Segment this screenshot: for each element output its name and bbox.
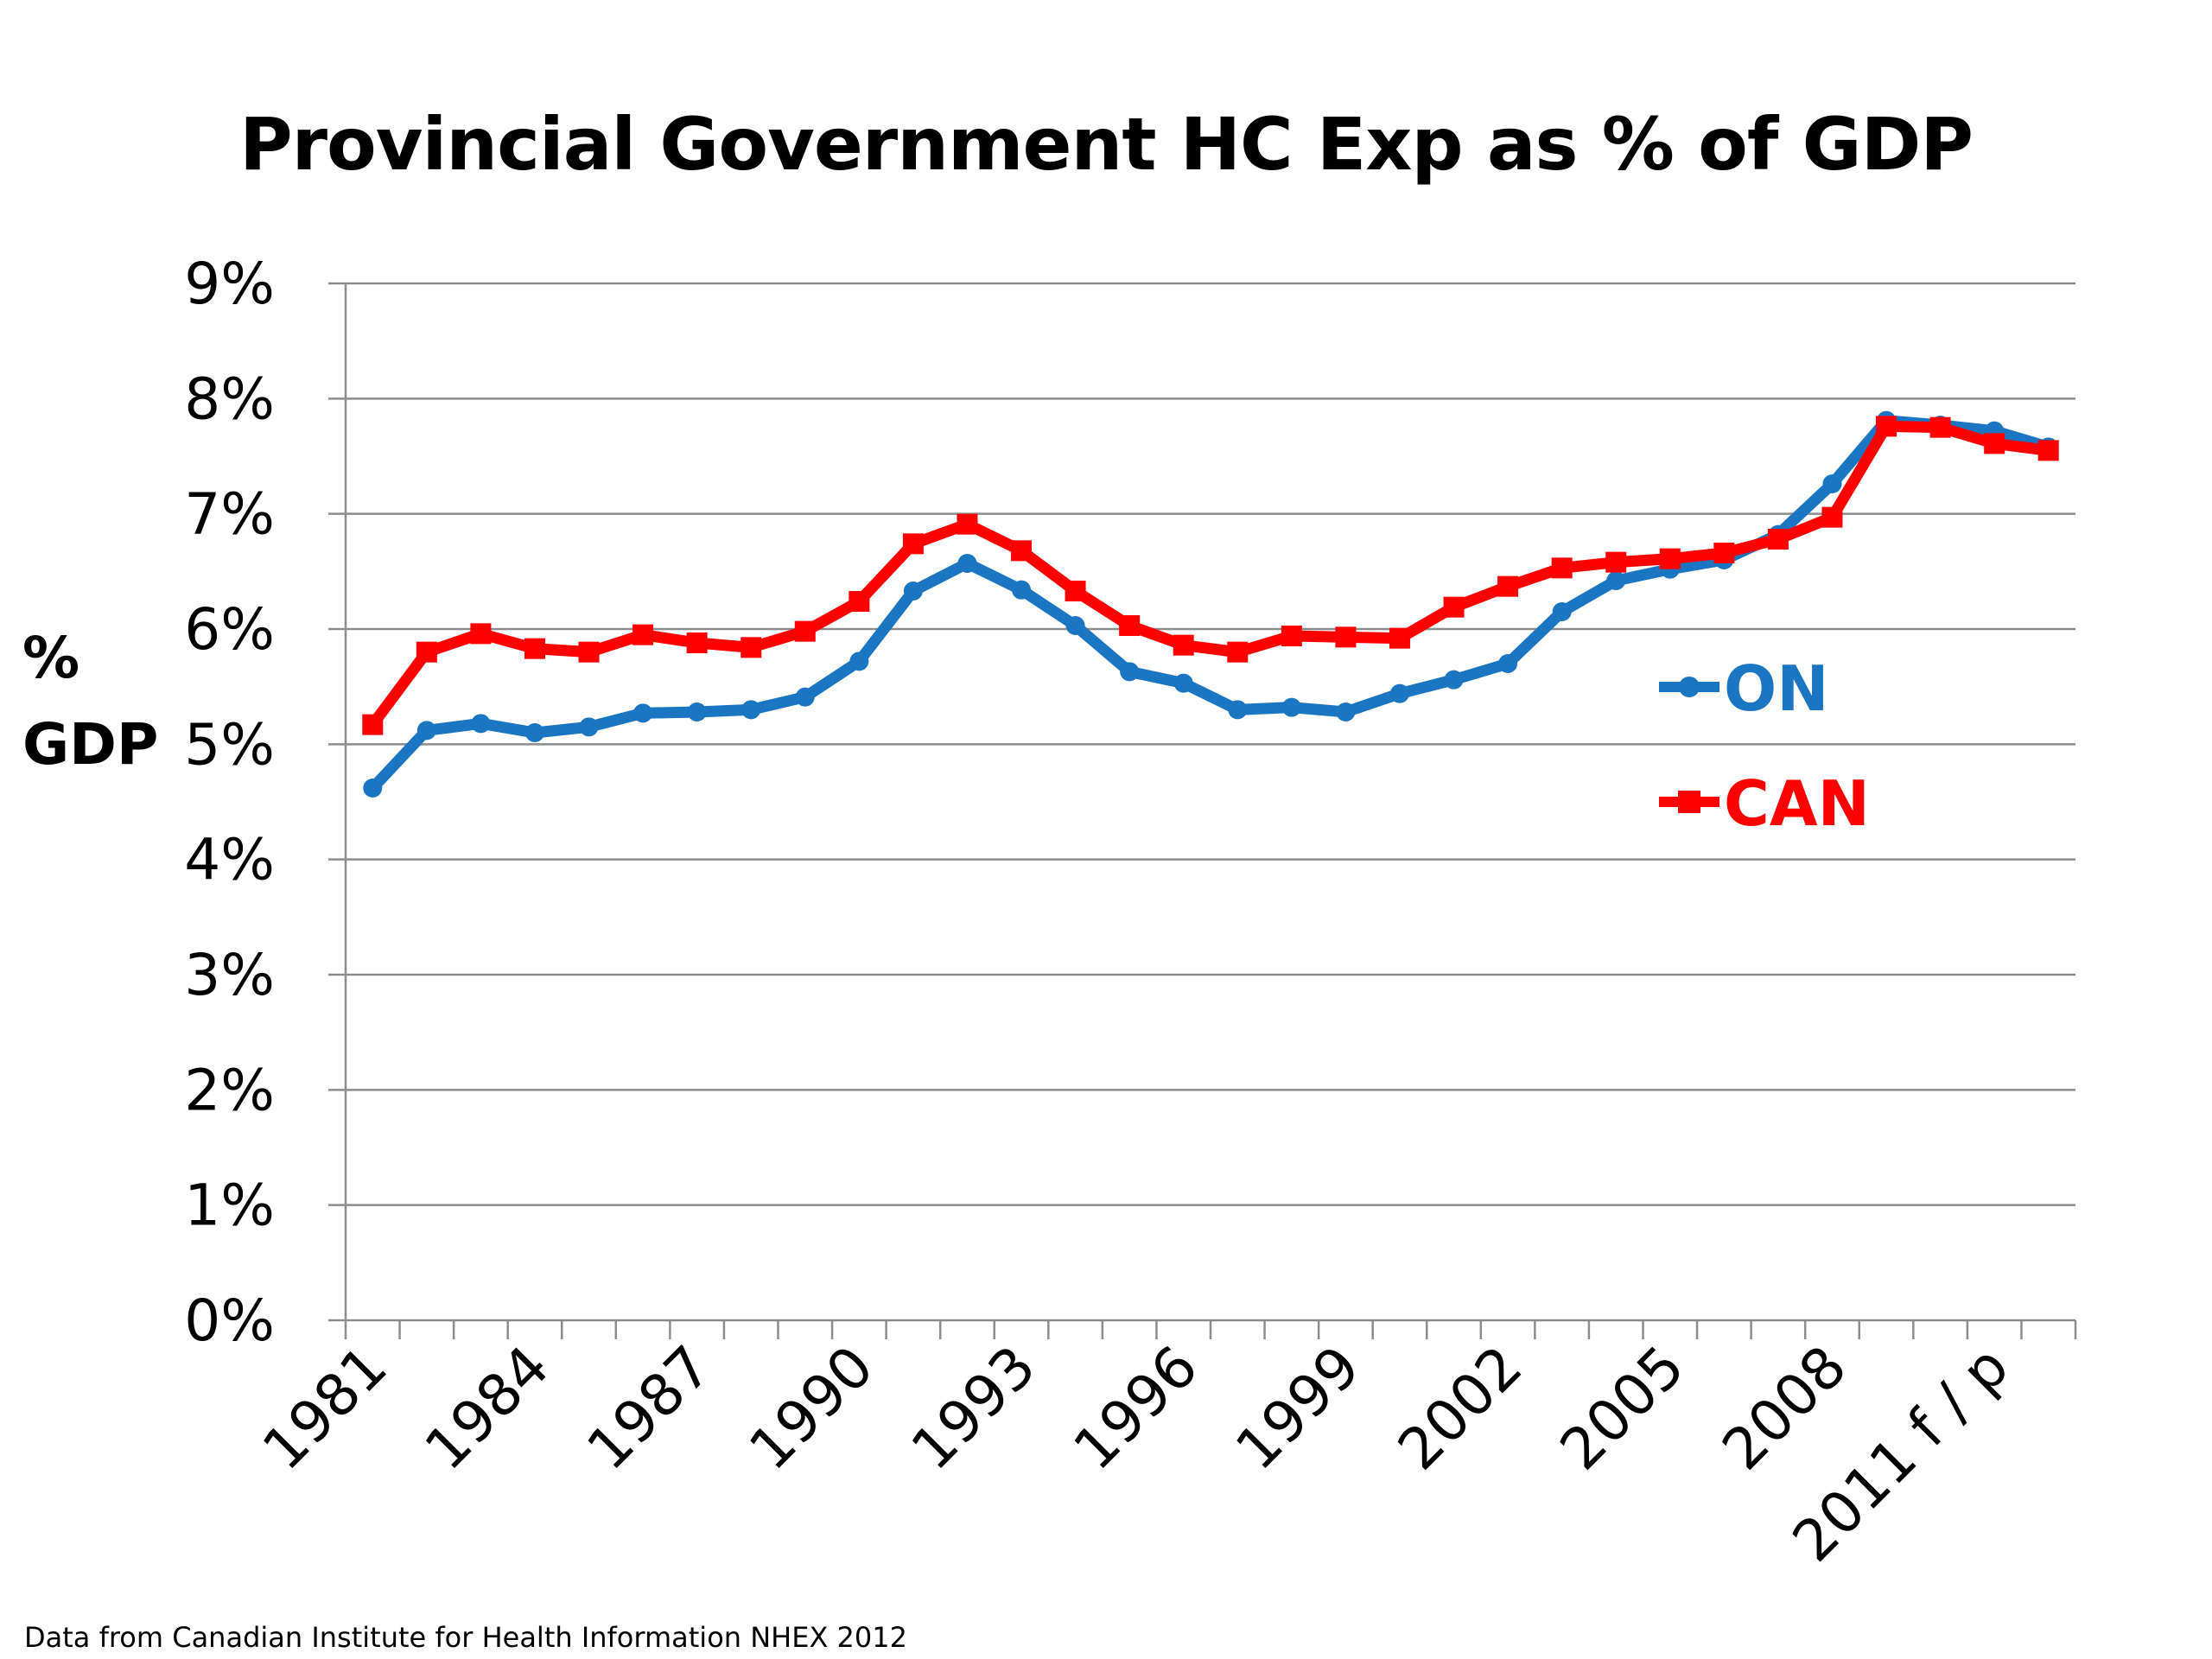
data-point	[741, 700, 761, 720]
series-line-on	[366, 415, 2055, 794]
data-point	[957, 513, 978, 535]
data-point	[416, 641, 437, 663]
data-point	[794, 620, 816, 642]
data-point	[1173, 634, 1194, 656]
data-point	[795, 687, 815, 707]
data-point	[363, 779, 383, 798]
data-point	[849, 652, 869, 671]
data-point	[1228, 700, 1248, 720]
legend-item-on: ON	[1659, 652, 1828, 725]
legend-marker	[1679, 677, 1700, 697]
x-tick-label: 1984	[412, 1333, 562, 1483]
series-can	[362, 416, 2059, 735]
data-point	[1065, 581, 1086, 601]
data-point	[1389, 627, 1410, 649]
data-point	[1444, 670, 1464, 690]
data-point	[1606, 571, 1626, 590]
data-point	[1227, 641, 1249, 663]
data-point	[1984, 433, 2005, 454]
y-tick-label: 4%	[184, 827, 275, 893]
y-tick-label: 6%	[184, 596, 275, 663]
data-point	[1389, 683, 1409, 703]
y-tick-label: 9%	[184, 251, 275, 317]
data-point	[1497, 575, 1519, 597]
x-tick-label: 1981	[250, 1333, 399, 1483]
y-tick-labels: 0% 1% 2% 3% 4% 5% 6% 7% 8% 9%	[184, 251, 275, 1354]
x-tick-label: 2005	[1548, 1333, 1697, 1483]
series-on	[363, 410, 2058, 798]
data-point	[1336, 702, 1356, 721]
x-tick-label: 2002	[1385, 1333, 1535, 1483]
y-tick-label: 2%	[184, 1057, 275, 1123]
data-point	[633, 703, 653, 723]
data-point	[1821, 506, 1843, 528]
data-point	[1065, 616, 1085, 635]
data-point	[1605, 551, 1627, 573]
data-point	[2037, 440, 2059, 461]
x-tick-label: 2008	[1710, 1333, 1859, 1483]
data-point	[1659, 548, 1681, 569]
data-point	[1173, 673, 1193, 693]
legend-item-can: CAN	[1659, 767, 1870, 840]
data-point	[1443, 596, 1465, 618]
x-tick-labels: 1981 1984 1987 1990 1993 1996 1999 2002 2005 2008…	[250, 1333, 2021, 1575]
series	[362, 410, 2059, 798]
y-tick-label: 3%	[184, 942, 275, 1008]
data-point	[1929, 416, 1951, 438]
data-point	[1713, 543, 1735, 563]
data-point	[902, 533, 924, 555]
y-tick-label: 5%	[184, 711, 275, 778]
data-point	[686, 632, 708, 653]
data-point	[578, 641, 600, 663]
source-note: Data from Canadian Institute for Health …	[24, 1621, 907, 1654]
x-tick-label: 1996	[1061, 1333, 1211, 1483]
data-point	[1281, 697, 1301, 717]
y-axis-label-line-2: GDP	[22, 711, 159, 778]
data-point	[1012, 580, 1032, 600]
data-point	[849, 591, 870, 612]
data-point	[957, 554, 977, 573]
data-point	[1552, 602, 1572, 621]
data-point	[362, 714, 384, 735]
data-point	[1876, 416, 1897, 437]
data-point	[1822, 474, 1842, 493]
data-point	[687, 702, 707, 721]
data-point	[741, 637, 762, 658]
y-tick-label: 1%	[184, 1173, 275, 1239]
data-point	[1119, 615, 1141, 636]
y-tick-label: 0%	[184, 1287, 275, 1354]
y-tick-label: 7%	[184, 481, 275, 548]
gridlines	[346, 282, 2075, 1206]
data-point	[579, 717, 599, 737]
x-tick-label: 1993	[899, 1333, 1048, 1483]
data-point	[1011, 540, 1033, 562]
data-point	[470, 623, 492, 645]
legend-marker	[1678, 791, 1700, 813]
data-point	[471, 714, 491, 734]
x-tick-label: 1990	[736, 1333, 886, 1483]
data-point	[1551, 557, 1573, 579]
data-point	[1335, 626, 1357, 648]
legend-label: ON	[1724, 652, 1828, 725]
x-tick-label: 1999	[1224, 1333, 1373, 1483]
data-point	[416, 721, 436, 741]
legend: ON CAN	[1659, 652, 1870, 840]
data-point	[524, 723, 544, 742]
data-point	[903, 582, 923, 601]
data-point	[632, 624, 654, 645]
x-tick-label: 1987	[575, 1333, 724, 1483]
axes	[328, 282, 2077, 1339]
y-axis-label: % GDP	[22, 615, 158, 788]
data-point	[1120, 662, 1140, 682]
data-point	[1498, 654, 1518, 673]
y-tick-label: 8%	[184, 365, 275, 432]
legend-label: CAN	[1724, 767, 1870, 840]
y-axis-label-line-1: %	[22, 625, 80, 691]
data-point	[1281, 626, 1302, 646]
data-point	[524, 638, 545, 659]
data-point	[1767, 529, 1789, 550]
chart-title: Provincial Government HC Exp as % of GDP	[239, 102, 1974, 187]
